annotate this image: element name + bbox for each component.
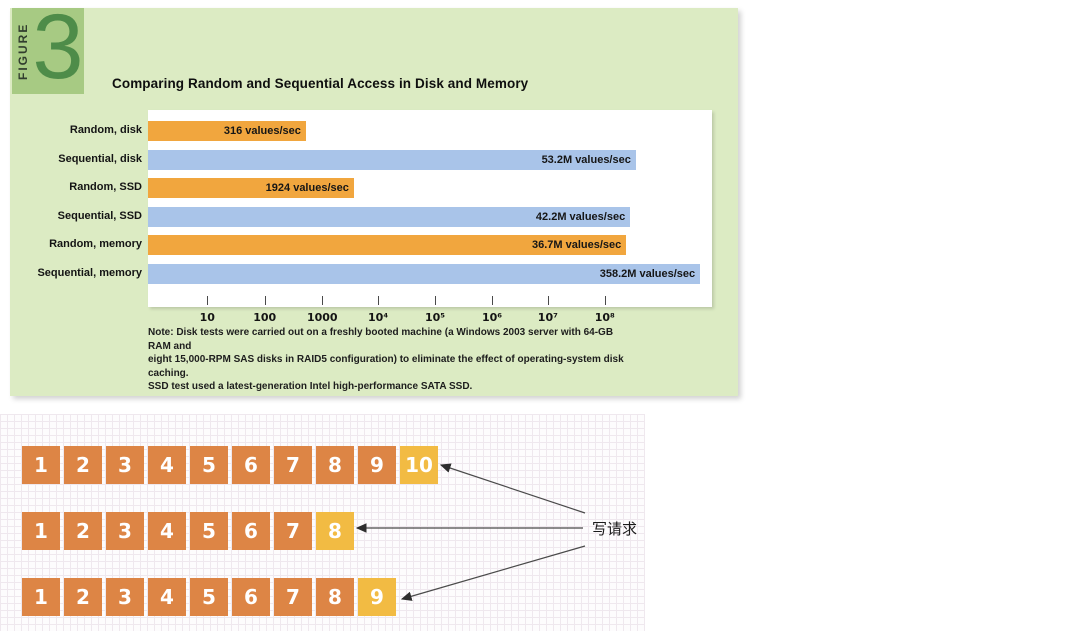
memory-cell: 3 xyxy=(106,446,144,484)
bar-sequential-ssd: 42.2M values/sec xyxy=(148,206,631,227)
x-axis-tick-label: 10 xyxy=(199,311,215,324)
arrow-to-row1-cell10 xyxy=(439,463,586,514)
bar-value-label: 36.7M values/sec xyxy=(531,239,622,251)
x-axis-tick-label: 10⁵ xyxy=(424,311,446,324)
x-axis-tick xyxy=(435,296,437,305)
memory-cell: 2 xyxy=(64,446,102,484)
x-axis-tick xyxy=(322,296,324,305)
grid-paper-background: 1 2 3 4 5 6 7 8 9 10 1 2 3 4 5 6 7 8 1 2 3 4 5 6 7 8 9 xyxy=(0,414,645,631)
figure-note-line: SSD test used a latest-generation Intel … xyxy=(148,381,473,392)
figure-badge: FIGURE 3 xyxy=(12,8,84,94)
figure-note: Note: Disk tests were carried out on a f… xyxy=(148,326,638,394)
bar-value-label: 316 values/sec xyxy=(223,125,301,137)
memory-cell: 7 xyxy=(274,578,312,616)
write-request-arrows xyxy=(355,463,586,601)
category-label: Sequential, disk xyxy=(58,152,142,165)
arrow-to-row3-cell9 xyxy=(400,545,586,601)
memory-cell: 7 xyxy=(274,446,312,484)
bar-random-memory: 36.7M values/sec xyxy=(148,235,627,255)
x-axis-tick xyxy=(547,296,549,305)
bar-value-label: 1924 values/sec xyxy=(265,182,349,194)
x-axis-tick xyxy=(492,296,494,305)
memory-cell: 1 xyxy=(22,446,60,484)
figure-kicker-label: FIGURE xyxy=(16,22,30,80)
x-axis-tick-label: 100 xyxy=(253,311,277,324)
memory-cell: 1 xyxy=(22,578,60,616)
x-axis-tick xyxy=(604,296,606,305)
memory-row-1: 1 2 3 4 5 6 7 8 9 10 xyxy=(22,446,438,484)
write-request-label: 写请求 xyxy=(592,520,638,538)
figure-note-line: eight 15,000-RPM SAS disks in RAID5 conf… xyxy=(148,354,624,379)
memory-cell: 5 xyxy=(190,512,228,550)
x-axis-tick-label: 10⁷ xyxy=(537,311,558,324)
memory-cell: 6 xyxy=(232,446,270,484)
memory-cell: 5 xyxy=(190,446,228,484)
x-axis-tick xyxy=(264,296,266,305)
category-label: Sequential, SSD xyxy=(57,209,142,222)
figure-panel: FIGURE 3 Comparing Random and Sequential… xyxy=(10,8,738,396)
memory-cell: 3 xyxy=(106,578,144,616)
category-label: Random, disk xyxy=(69,124,142,136)
memory-cell: 2 xyxy=(64,512,102,550)
memory-cell-highlighted: 10 xyxy=(400,446,438,484)
memory-cell: 7 xyxy=(274,512,312,550)
memory-cell: 5 xyxy=(190,578,228,616)
x-axis-tick xyxy=(378,296,380,305)
memory-cell: 8 xyxy=(316,446,354,484)
figure-note-line: Note: Disk tests were carried out on a f… xyxy=(148,327,614,352)
category-label: Sequential, memory xyxy=(37,266,142,279)
memory-cell: 6 xyxy=(232,512,270,550)
memory-cell-highlighted: 9 xyxy=(358,578,396,616)
memory-cell: 6 xyxy=(232,578,270,616)
bar-sequential-memory: 358.2M values/sec xyxy=(148,263,701,284)
bar-value-label: 42.2M values/sec xyxy=(535,210,626,223)
figure-title: Comparing Random and Sequential Access i… xyxy=(112,76,529,91)
memory-cell: 8 xyxy=(316,578,354,616)
memory-cell: 4 xyxy=(148,578,186,616)
memory-cell: 4 xyxy=(148,446,186,484)
x-axis-tick-label: 1000 xyxy=(306,311,338,324)
memory-cell: 3 xyxy=(106,512,144,550)
memory-cell: 9 xyxy=(358,446,396,484)
category-label: Random, SSD xyxy=(69,181,142,193)
bar-random-ssd: 1924 values/sec xyxy=(148,178,354,198)
memory-cell: 2 xyxy=(64,578,102,616)
figure-number: 3 xyxy=(32,8,84,94)
plot-area: 316 values/sec 53.2M values/sec 1924 value… xyxy=(148,110,712,307)
memory-cell-highlighted: 8 xyxy=(316,512,354,550)
x-axis-tick-label: 10⁶ xyxy=(481,311,503,324)
memory-cell: 4 xyxy=(148,512,186,550)
bar-sequential-disk: 53.2M values/sec xyxy=(148,149,636,170)
memory-cell: 1 xyxy=(22,512,60,550)
category-label: Random, memory xyxy=(49,238,142,250)
x-axis-tick-label: 10⁸ xyxy=(594,311,615,324)
bar-random-disk: 316 values/sec xyxy=(148,121,306,141)
bar-value-label: 358.2M values/sec xyxy=(599,267,696,280)
bar-value-label: 53.2M values/sec xyxy=(541,153,631,166)
x-axis-tick xyxy=(207,296,209,305)
x-axis-tick-label: 10⁴ xyxy=(368,311,389,324)
